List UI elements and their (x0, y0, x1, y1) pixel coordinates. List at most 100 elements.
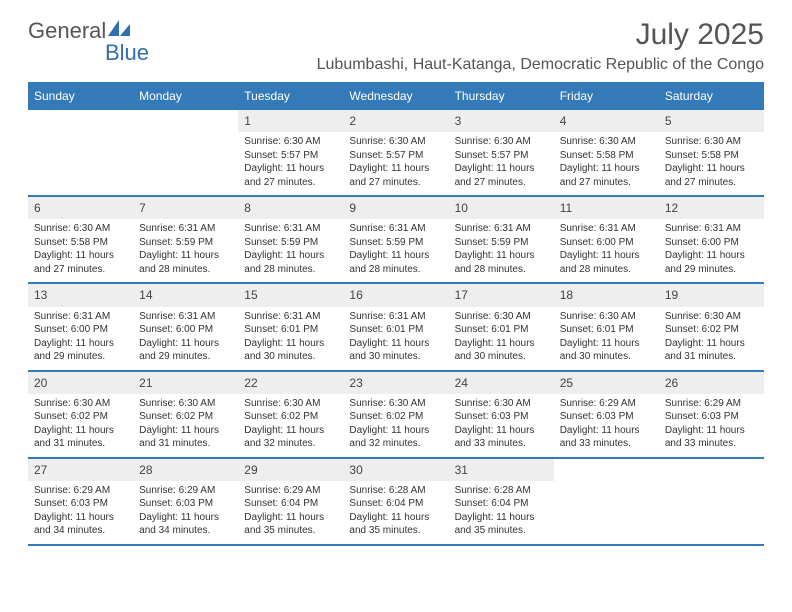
day-daylight1: Daylight: 11 hours (244, 337, 337, 351)
day-sunrise: Sunrise: 6:30 AM (560, 135, 653, 149)
day-daylight2: and 35 minutes. (349, 524, 442, 538)
day-daylight1: Daylight: 11 hours (560, 162, 653, 176)
day-content: Sunrise: 6:29 AMSunset: 6:03 PMDaylight:… (28, 481, 133, 544)
day-number: 25 (554, 372, 659, 394)
day-daylight1: Daylight: 11 hours (455, 337, 548, 351)
day-sunrise: Sunrise: 6:31 AM (139, 310, 232, 324)
day-content: Sunrise: 6:30 AMSunset: 5:57 PMDaylight:… (343, 132, 448, 195)
weekday-monday: Monday (133, 84, 238, 108)
day-sunset: Sunset: 6:01 PM (349, 323, 442, 337)
week-row: 1Sunrise: 6:30 AMSunset: 5:57 PMDaylight… (28, 108, 764, 195)
week-row: 27Sunrise: 6:29 AMSunset: 6:03 PMDayligh… (28, 457, 764, 544)
day-cell (554, 459, 659, 544)
day-number: 8 (238, 197, 343, 219)
day-sunrise: Sunrise: 6:30 AM (455, 310, 548, 324)
day-sunset: Sunset: 6:02 PM (34, 410, 127, 424)
day-daylight2: and 31 minutes. (34, 437, 127, 451)
day-number: 5 (659, 110, 764, 132)
location-subtitle: Lubumbashi, Haut-Katanga, Democratic Rep… (317, 56, 764, 74)
day-content: Sunrise: 6:30 AMSunset: 5:58 PMDaylight:… (28, 219, 133, 282)
day-sunrise: Sunrise: 6:31 AM (560, 222, 653, 236)
day-content: Sunrise: 6:31 AMSunset: 5:59 PMDaylight:… (343, 219, 448, 282)
day-sunrise: Sunrise: 6:30 AM (455, 397, 548, 411)
day-cell: 11Sunrise: 6:31 AMSunset: 6:00 PMDayligh… (554, 197, 659, 282)
day-content: Sunrise: 6:30 AMSunset: 6:03 PMDaylight:… (449, 394, 554, 457)
day-daylight1: Daylight: 11 hours (34, 337, 127, 351)
day-daylight2: and 31 minutes. (139, 437, 232, 451)
weekday-sunday: Sunday (28, 84, 133, 108)
day-content: Sunrise: 6:31 AMSunset: 6:01 PMDaylight:… (238, 307, 343, 370)
day-content: Sunrise: 6:28 AMSunset: 6:04 PMDaylight:… (343, 481, 448, 544)
day-daylight1: Daylight: 11 hours (455, 511, 548, 525)
day-daylight1: Daylight: 11 hours (349, 162, 442, 176)
day-number: 24 (449, 372, 554, 394)
day-sunset: Sunset: 5:58 PM (34, 236, 127, 250)
day-daylight1: Daylight: 11 hours (244, 249, 337, 263)
day-cell: 18Sunrise: 6:30 AMSunset: 6:01 PMDayligh… (554, 284, 659, 369)
week-row: 6Sunrise: 6:30 AMSunset: 5:58 PMDaylight… (28, 195, 764, 282)
day-number: 20 (28, 372, 133, 394)
day-sunrise: Sunrise: 6:31 AM (665, 222, 758, 236)
day-cell (659, 459, 764, 544)
day-number: 6 (28, 197, 133, 219)
day-cell (133, 110, 238, 195)
day-daylight2: and 27 minutes. (244, 176, 337, 190)
day-daylight2: and 28 minutes. (349, 263, 442, 277)
day-cell (28, 110, 133, 195)
day-daylight1: Daylight: 11 hours (665, 162, 758, 176)
weekday-header-row: Sunday Monday Tuesday Wednesday Thursday… (28, 84, 764, 108)
day-number: 7 (133, 197, 238, 219)
day-content: Sunrise: 6:30 AMSunset: 6:01 PMDaylight:… (449, 307, 554, 370)
day-sunrise: Sunrise: 6:30 AM (455, 135, 548, 149)
day-sunrise: Sunrise: 6:30 AM (34, 397, 127, 411)
day-cell: 3Sunrise: 6:30 AMSunset: 5:57 PMDaylight… (449, 110, 554, 195)
day-sunset: Sunset: 6:00 PM (139, 323, 232, 337)
day-cell: 25Sunrise: 6:29 AMSunset: 6:03 PMDayligh… (554, 372, 659, 457)
day-daylight1: Daylight: 11 hours (665, 337, 758, 351)
day-sunrise: Sunrise: 6:31 AM (244, 222, 337, 236)
day-content: Sunrise: 6:31 AMSunset: 6:00 PMDaylight:… (133, 307, 238, 370)
day-sunrise: Sunrise: 6:30 AM (349, 135, 442, 149)
day-sunset: Sunset: 5:59 PM (244, 236, 337, 250)
day-sunset: Sunset: 5:57 PM (455, 149, 548, 163)
day-daylight2: and 34 minutes. (34, 524, 127, 538)
day-daylight2: and 28 minutes. (560, 263, 653, 277)
day-cell: 22Sunrise: 6:30 AMSunset: 6:02 PMDayligh… (238, 372, 343, 457)
day-content: Sunrise: 6:31 AMSunset: 6:00 PMDaylight:… (554, 219, 659, 282)
day-cell: 27Sunrise: 6:29 AMSunset: 6:03 PMDayligh… (28, 459, 133, 544)
day-number: 23 (343, 372, 448, 394)
day-content: Sunrise: 6:30 AMSunset: 5:58 PMDaylight:… (659, 132, 764, 195)
day-content: Sunrise: 6:30 AMSunset: 5:58 PMDaylight:… (554, 132, 659, 195)
day-sunset: Sunset: 6:03 PM (139, 497, 232, 511)
day-content: Sunrise: 6:31 AMSunset: 5:59 PMDaylight:… (133, 219, 238, 282)
day-number: 13 (28, 284, 133, 306)
day-number: 9 (343, 197, 448, 219)
day-cell: 17Sunrise: 6:30 AMSunset: 6:01 PMDayligh… (449, 284, 554, 369)
day-sunset: Sunset: 6:04 PM (349, 497, 442, 511)
day-number: 11 (554, 197, 659, 219)
day-number: 31 (449, 459, 554, 481)
day-daylight2: and 33 minutes. (560, 437, 653, 451)
day-content: Sunrise: 6:30 AMSunset: 6:02 PMDaylight:… (28, 394, 133, 457)
logo-text-part2: Blue (105, 40, 149, 66)
day-sunset: Sunset: 6:02 PM (665, 323, 758, 337)
day-sunrise: Sunrise: 6:30 AM (244, 135, 337, 149)
day-daylight2: and 30 minutes. (560, 350, 653, 364)
title-block: July 2025 Lubumbashi, Haut-Katanga, Demo… (317, 18, 764, 74)
day-daylight2: and 30 minutes. (244, 350, 337, 364)
day-sunrise: Sunrise: 6:30 AM (665, 310, 758, 324)
day-cell: 6Sunrise: 6:30 AMSunset: 5:58 PMDaylight… (28, 197, 133, 282)
day-daylight1: Daylight: 11 hours (560, 424, 653, 438)
day-cell: 23Sunrise: 6:30 AMSunset: 6:02 PMDayligh… (343, 372, 448, 457)
day-sunrise: Sunrise: 6:31 AM (349, 310, 442, 324)
day-number: 17 (449, 284, 554, 306)
day-sunset: Sunset: 6:02 PM (244, 410, 337, 424)
day-daylight1: Daylight: 11 hours (665, 424, 758, 438)
day-sunrise: Sunrise: 6:30 AM (349, 397, 442, 411)
day-content: Sunrise: 6:30 AMSunset: 5:57 PMDaylight:… (449, 132, 554, 195)
day-sunset: Sunset: 6:03 PM (34, 497, 127, 511)
day-sunrise: Sunrise: 6:31 AM (34, 310, 127, 324)
day-cell: 30Sunrise: 6:28 AMSunset: 6:04 PMDayligh… (343, 459, 448, 544)
day-content: Sunrise: 6:28 AMSunset: 6:04 PMDaylight:… (449, 481, 554, 544)
day-number: 21 (133, 372, 238, 394)
